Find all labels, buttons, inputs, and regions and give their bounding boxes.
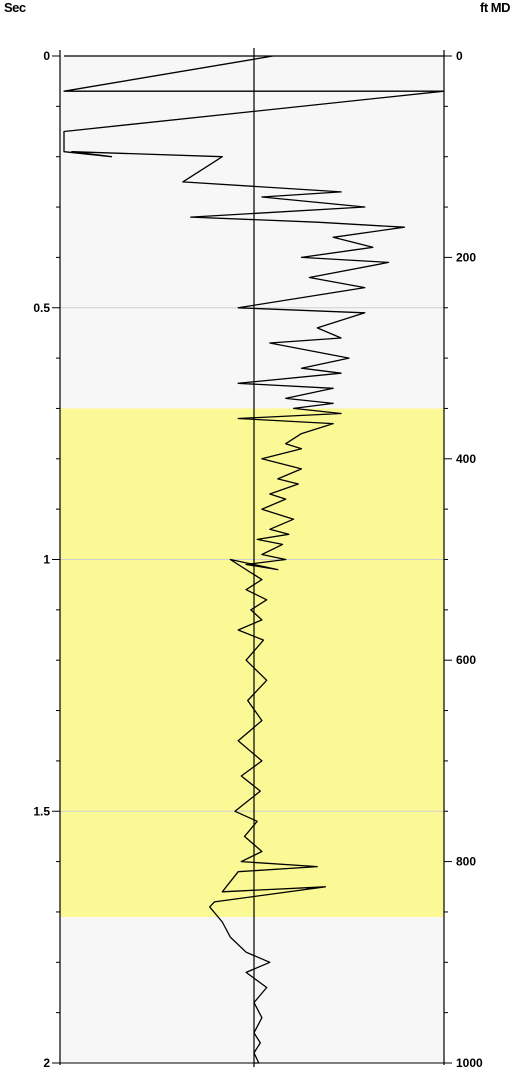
right-axis-unit: ft MD xyxy=(480,0,511,15)
right-tick-label: 1000 xyxy=(456,1056,483,1069)
log-trace xyxy=(63,55,445,1064)
left-tick-label: 0 xyxy=(43,49,50,63)
left-tick-label: 2 xyxy=(43,1056,50,1069)
right-tick-label: 600 xyxy=(456,653,476,667)
zone-band xyxy=(60,408,444,917)
right-tick-label: 800 xyxy=(456,855,476,869)
left-axis-unit: Sec xyxy=(4,0,26,15)
left-tick-label: 1 xyxy=(43,553,50,567)
right-tick-label: 200 xyxy=(456,250,476,264)
left-tick-label: 1.5 xyxy=(33,804,50,818)
zone-band xyxy=(60,56,444,409)
zone-band xyxy=(60,916,444,1063)
right-tick-label: 400 xyxy=(456,452,476,466)
left-tick-label: 0.5 xyxy=(33,301,50,315)
right-tick-label: 0 xyxy=(456,49,463,63)
